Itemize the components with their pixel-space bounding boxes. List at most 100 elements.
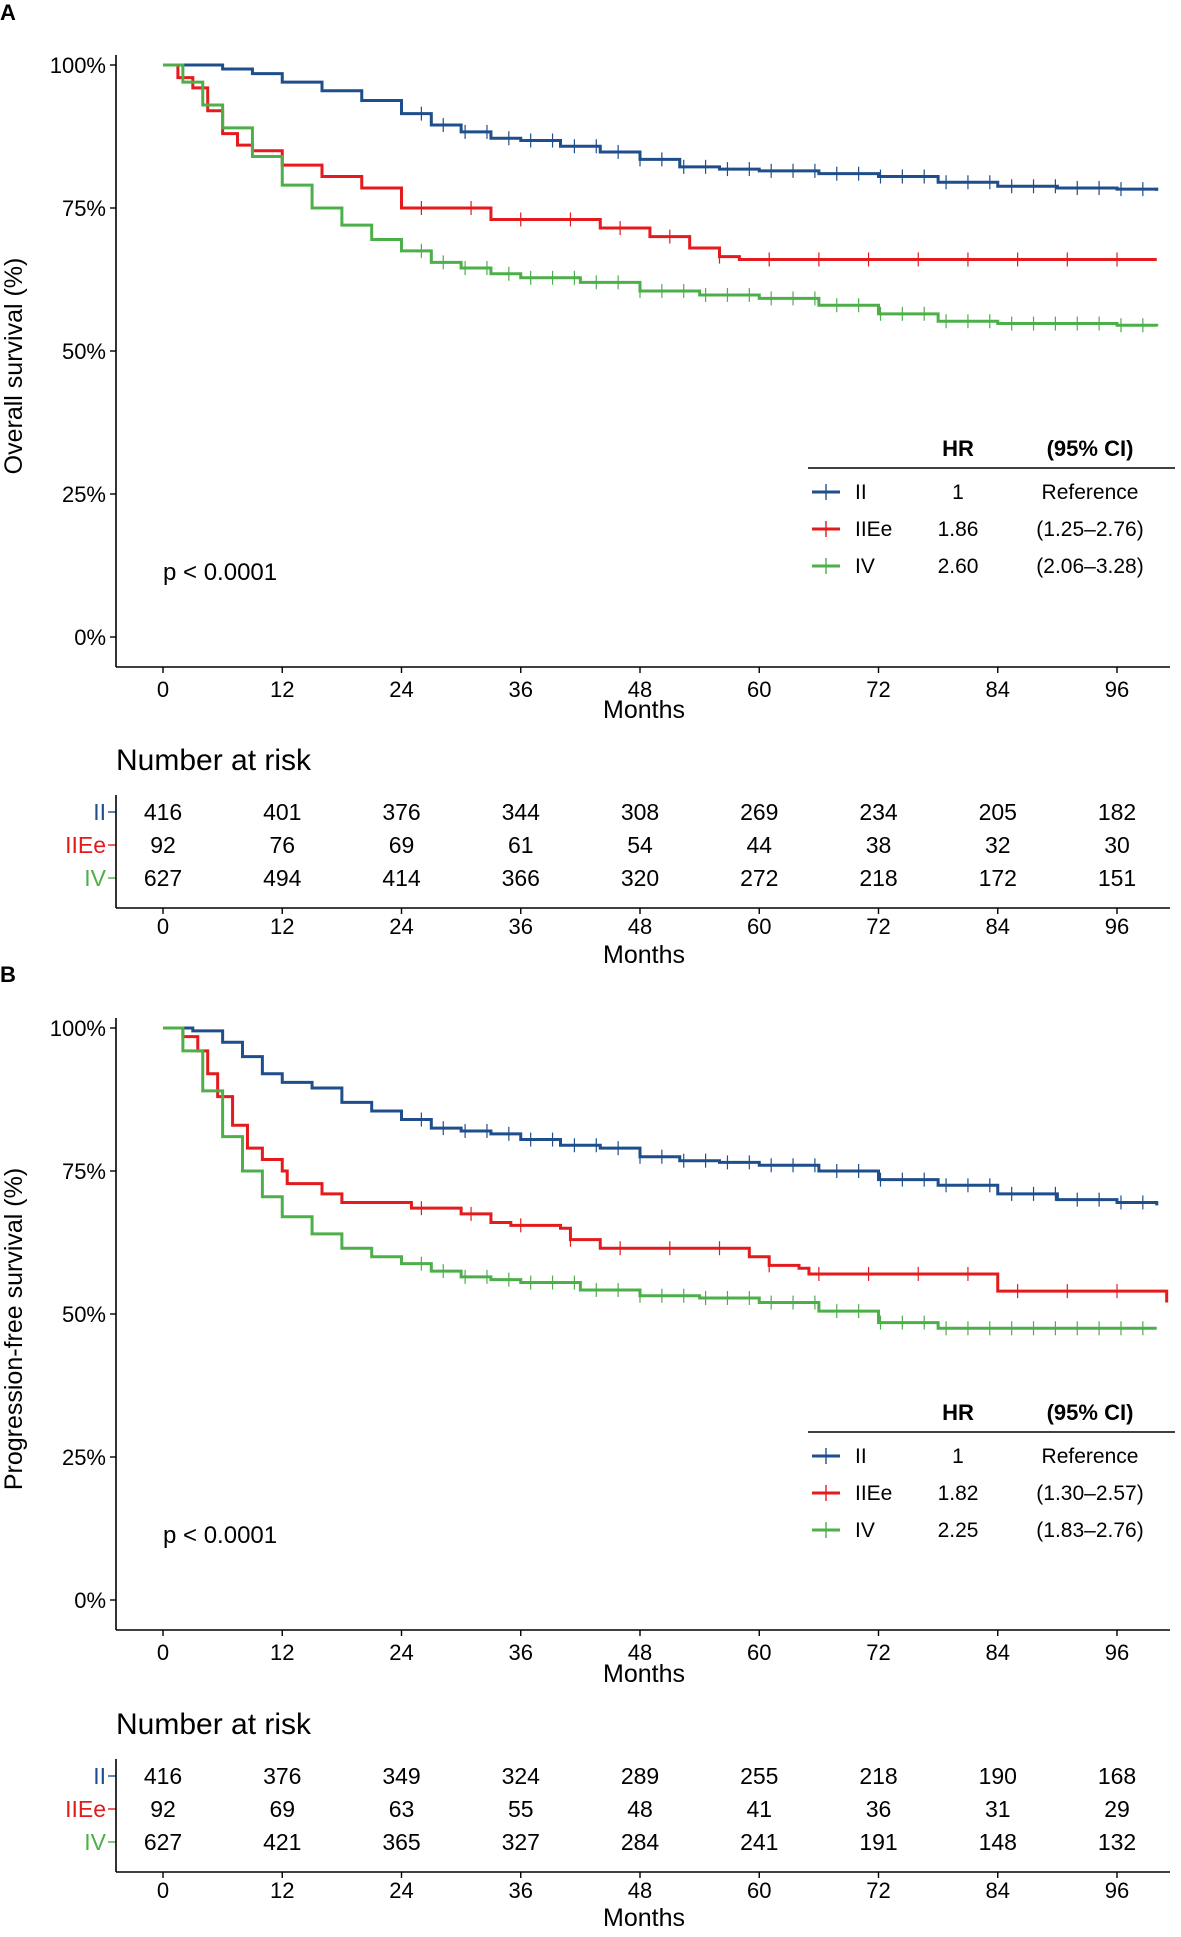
risk-value: 182 [1098, 799, 1136, 825]
risk-value: 366 [502, 865, 540, 891]
y-tick-label: 0% [74, 1588, 106, 1613]
risk-value: 269 [740, 799, 778, 825]
risk-value: 61 [508, 832, 534, 858]
legend-label: II [855, 481, 867, 504]
risk-value: 132 [1098, 1829, 1136, 1855]
risk-value: 31 [985, 1796, 1011, 1822]
risk-value: 54 [627, 832, 653, 858]
risk-value: 401 [263, 799, 301, 825]
y-tick-label: 100% [50, 53, 106, 78]
risk-value: 32 [985, 832, 1011, 858]
risk-value: 320 [621, 865, 659, 891]
x-tick-label: 12 [270, 677, 294, 702]
risk-value: 416 [144, 1763, 182, 1789]
x-tick-label: 96 [1105, 1640, 1129, 1665]
p-value: p < 0.0001 [163, 559, 277, 586]
legend-hr: 1.82 [938, 1482, 979, 1505]
legend-ci: (1.30–2.57) [1036, 1482, 1143, 1505]
risk-row-label: IIEe [65, 832, 106, 858]
risk-value: 272 [740, 865, 778, 891]
risk-value: 172 [979, 865, 1017, 891]
risk-value: 41 [746, 1796, 772, 1822]
risk-value: 218 [859, 1763, 897, 1789]
y-tick-label: 100% [50, 1016, 106, 1041]
risk-row-label: IV [84, 1829, 106, 1855]
risk-value: 92 [150, 1796, 176, 1822]
x-tick-label: 84 [986, 1640, 1010, 1665]
risk-value: 324 [502, 1763, 541, 1789]
risk-value: 414 [382, 865, 421, 891]
legend-ci: (1.25–2.76) [1036, 518, 1143, 541]
risk-x-tick-label: 96 [1105, 1878, 1129, 1903]
survival-curve-ii [163, 63, 1159, 191]
x-tick-label: 12 [270, 1640, 294, 1665]
risk-row-label: II [93, 1763, 106, 1789]
risk-value: 168 [1098, 1763, 1136, 1789]
risk-x-tick-label: 84 [986, 914, 1010, 939]
legend-label: IV [855, 555, 875, 578]
y-tick-label: 75% [62, 196, 106, 221]
risk-value: 289 [621, 1763, 659, 1789]
survival-curve-iiee [163, 1026, 1169, 1303]
legend-ci: Reference [1042, 1445, 1139, 1468]
p-value: p < 0.0001 [163, 1522, 277, 1549]
y-tick-label: 0% [74, 625, 106, 650]
x-tick-label: 24 [389, 1640, 413, 1665]
risk-row-label: IIEe [65, 1796, 106, 1822]
x-tick-label: 84 [986, 677, 1010, 702]
legend-header-ci: (95% CI) [1047, 1400, 1134, 1425]
risk-value: 151 [1098, 865, 1136, 891]
risk-value: 69 [269, 1796, 295, 1822]
risk-table-title: Number at risk [116, 744, 312, 777]
legend-hr: 1 [952, 481, 964, 504]
risk-x-tick-label: 60 [747, 1878, 771, 1903]
risk-x-tick-label: 72 [866, 1878, 890, 1903]
legend-header-hr: HR [942, 1400, 974, 1425]
x-tick-label: 96 [1105, 677, 1129, 702]
legend-label: II [855, 1445, 867, 1468]
x-tick-label: 0 [157, 1640, 169, 1665]
risk-value: 421 [263, 1829, 301, 1855]
risk-value: 29 [1104, 1796, 1130, 1822]
legend-hr: 1.86 [938, 518, 979, 541]
legend-label: IIEe [855, 518, 892, 541]
x-tick-label: 36 [509, 1640, 533, 1665]
x-tick-label: 60 [747, 1640, 771, 1665]
y-tick-label: 25% [62, 482, 106, 507]
risk-x-tick-label: 96 [1105, 914, 1129, 939]
risk-x-tick-label: 0 [157, 1878, 169, 1903]
risk-value: 63 [389, 1796, 415, 1822]
risk-value: 44 [746, 832, 772, 858]
risk-value: 48 [627, 1796, 653, 1822]
risk-value: 30 [1104, 832, 1130, 858]
y-axis-title: Progression-free survival (%) [0, 1168, 28, 1490]
risk-value: 376 [382, 799, 420, 825]
risk-value: 38 [866, 832, 892, 858]
risk-value: 92 [150, 832, 176, 858]
risk-value: 416 [144, 799, 182, 825]
risk-x-tick-label: 12 [270, 914, 294, 939]
risk-row-label: IV [84, 865, 106, 891]
risk-value: 255 [740, 1763, 778, 1789]
risk-value: 190 [979, 1763, 1017, 1789]
risk-value: 308 [621, 799, 659, 825]
x-tick-label: 72 [866, 677, 890, 702]
legend-header-hr: HR [942, 436, 974, 461]
risk-x-tick-label: 12 [270, 1878, 294, 1903]
risk-x-axis-title: Months [603, 1904, 685, 1932]
risk-x-tick-label: 60 [747, 914, 771, 939]
legend-header-ci: (95% CI) [1047, 436, 1134, 461]
legend-hr: 2.25 [938, 1519, 979, 1542]
risk-x-tick-label: 36 [509, 1878, 533, 1903]
y-tick-label: 50% [62, 1302, 106, 1327]
risk-x-tick-label: 36 [509, 914, 533, 939]
x-tick-label: 0 [157, 677, 169, 702]
risk-value: 365 [382, 1829, 420, 1855]
x-tick-label: 48 [628, 1640, 652, 1665]
risk-x-tick-label: 72 [866, 914, 890, 939]
risk-value: 627 [144, 1829, 182, 1855]
x-tick-label: 60 [747, 677, 771, 702]
risk-value: 494 [263, 865, 302, 891]
survival-curve-iiee [163, 63, 1157, 261]
